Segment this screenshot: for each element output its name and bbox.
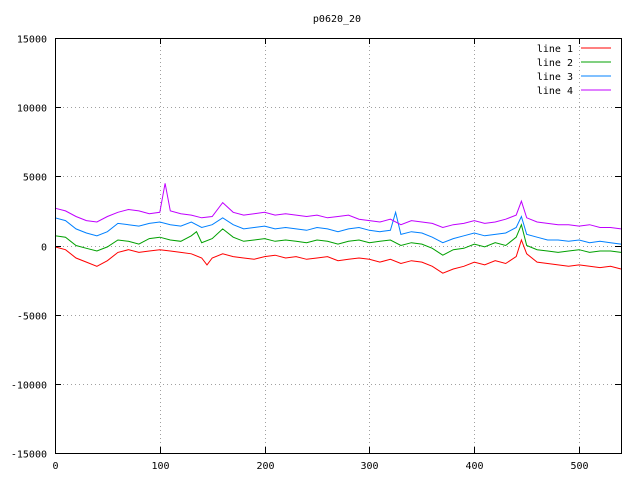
legend-label: line 3 — [537, 72, 573, 83]
y-tick-label: -10000 — [11, 381, 47, 392]
axis-ticks: -15000 -10000 -5000 0 5000 10000 15000 0 100 200 3… — [11, 35, 621, 472]
series-line-4 — [54, 183, 622, 230]
y-tick-label: 10000 — [17, 104, 47, 115]
legend-label: line 1 — [537, 44, 573, 55]
y-tick-label: 5000 — [23, 173, 47, 184]
y-tick-label: 15000 — [17, 35, 47, 46]
series-lines — [54, 183, 622, 274]
y-tick-label: -5000 — [17, 312, 47, 323]
series-line-1 — [54, 238, 622, 274]
series-line-3 — [54, 210, 622, 245]
chart-title: p0620_20 — [313, 14, 361, 25]
x-tick-label: 300 — [360, 461, 378, 472]
series-line-2 — [54, 223, 622, 256]
y-tick-label: -15000 — [11, 450, 47, 461]
grid — [55, 38, 621, 453]
x-tick-label: 200 — [256, 461, 274, 472]
x-tick-label: 100 — [151, 461, 169, 472]
legend-label: line 2 — [537, 58, 573, 69]
y-tick-label: 0 — [41, 243, 47, 254]
plot-frame — [55, 38, 622, 454]
x-tick-label: 0 — [52, 461, 58, 472]
x-tick-label: 400 — [465, 461, 483, 472]
legend: line 1 line 2 line 3 line 4 — [537, 44, 611, 97]
x-tick-label: 500 — [570, 461, 588, 472]
legend-label: line 4 — [537, 86, 573, 97]
